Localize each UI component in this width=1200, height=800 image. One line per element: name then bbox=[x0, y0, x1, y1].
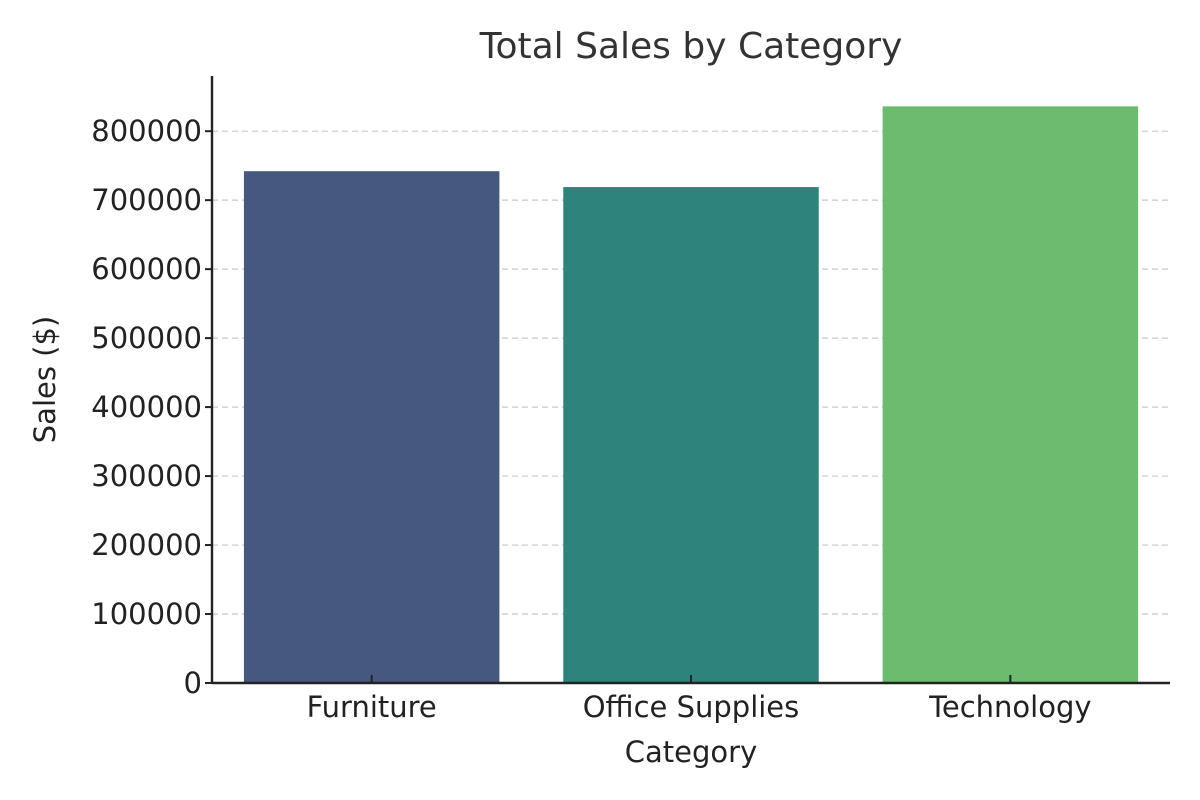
x-tick-label: Office Supplies bbox=[583, 690, 800, 724]
x-tick-label: Furniture bbox=[307, 690, 437, 724]
y-axis-label: Sales ($) bbox=[28, 316, 62, 443]
y-tick-label: 600000 bbox=[91, 252, 202, 286]
x-tick-label: Technology bbox=[928, 690, 1091, 724]
y-ticks: 0 100000 200000 300000 400000 500000 600000 700… bbox=[91, 114, 212, 700]
y-tick-label: 100000 bbox=[91, 597, 202, 631]
y-tick-label: 800000 bbox=[91, 114, 202, 148]
bars bbox=[243, 106, 1139, 684]
y-tick-label: 500000 bbox=[91, 321, 202, 355]
y-tick-label: 700000 bbox=[91, 183, 202, 217]
y-tick-label: 0 bbox=[184, 666, 202, 700]
x-ticks: Furniture Office Supplies Technology bbox=[307, 675, 1092, 724]
chart-title: Total Sales by Category bbox=[479, 26, 903, 67]
bar-furniture bbox=[243, 171, 500, 683]
y-tick-label: 300000 bbox=[91, 459, 202, 493]
y-tick-label: 400000 bbox=[91, 390, 202, 424]
y-tick-label: 200000 bbox=[91, 528, 202, 562]
bar-technology bbox=[882, 106, 1139, 684]
bar-office-supplies bbox=[563, 187, 819, 683]
x-axis-label: Category bbox=[625, 735, 757, 769]
